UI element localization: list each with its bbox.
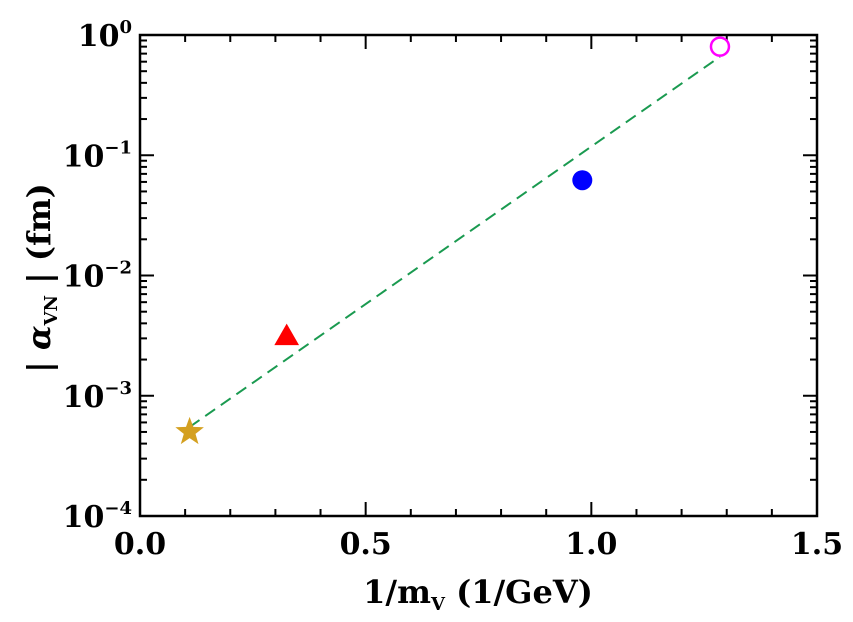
y-tick-base: 10 [63, 260, 105, 295]
y-tick-exponent: −2 [104, 258, 132, 279]
open-circle-marker [709, 36, 731, 57]
y-tick-base: 10 [63, 380, 105, 415]
y-tick-base: 10 [63, 139, 105, 174]
y-tick-base: 10 [78, 19, 120, 54]
x-tick-label: 1.0 [565, 527, 617, 562]
x-tick-labels: 0.0 0.5 1.0 1.5 [114, 527, 843, 562]
y-tick-label: 100 [78, 17, 132, 54]
x-tick-label: 1.5 [791, 527, 843, 562]
y-tick-exponent: −1 [104, 137, 132, 158]
data-series [175, 36, 731, 445]
y-tick-label: 10−4 [63, 498, 132, 535]
y-tick-label: 10−1 [63, 137, 132, 174]
axis-ticks [139, 34, 818, 517]
triangle-marker [274, 323, 300, 346]
fit-line [189, 55, 721, 428]
y-axis-title: | αVN | (fm) [20, 183, 62, 373]
circle-marker [572, 170, 593, 191]
x-tick-label: 0.5 [340, 527, 392, 562]
y-tick-exponent: −4 [104, 498, 132, 519]
y-tick-exponent: −3 [104, 378, 132, 399]
y-tick-base: 10 [63, 500, 105, 535]
star-marker [175, 416, 204, 445]
y-tick-label: 10−3 [63, 378, 132, 415]
plot-frame [138, 33, 819, 518]
y-tick-label: 10−2 [63, 258, 132, 295]
y-tick-exponent: 0 [119, 17, 132, 38]
x-tick-label: 0.0 [114, 527, 166, 562]
x-axis-title: 1/mV (1/GeV) [363, 573, 593, 615]
